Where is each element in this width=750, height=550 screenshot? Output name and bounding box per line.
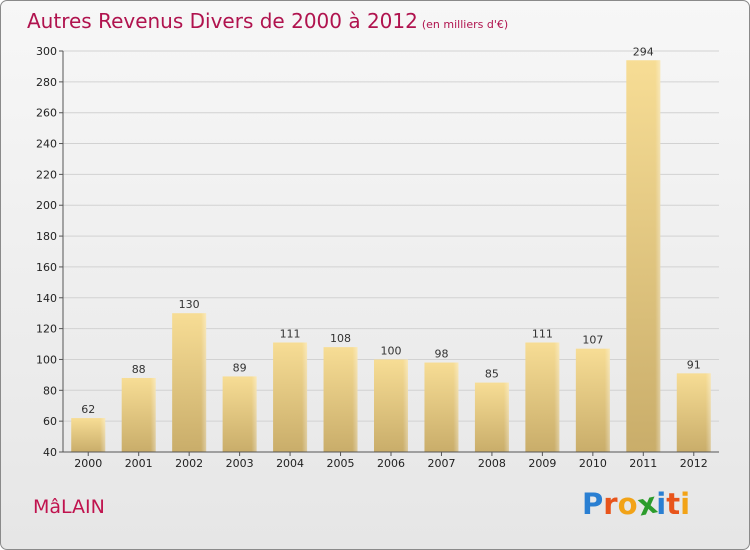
bar-highlight [121,377,156,452]
bar-value-label: 91 [687,358,701,371]
y-tick-label: 80 [43,384,57,397]
bar-value-label: 294 [633,45,654,58]
bar-value-label: 107 [582,334,603,347]
bar-highlight [374,359,408,452]
y-tick-label: 140 [36,292,57,305]
y-tick-label: 60 [43,415,57,428]
y-tick-label: 240 [36,138,57,151]
x-tick-label: 2008 [478,457,506,470]
commune-name: MâLAIN [33,496,105,518]
logo-letter: P [582,487,604,521]
y-tick-label: 160 [36,261,57,274]
y-tick-label: 220 [36,168,57,181]
bar-value-label: 89 [233,361,247,374]
x-axis: 2000 2001 2002 2003 2004 2005 2006 2007 2008 2009… [63,451,719,470]
bar-value-label: 108 [330,332,351,345]
y-tick-label: 40 [43,446,57,459]
bar-value-label: 111 [280,327,301,340]
bar-highlight [273,342,308,452]
bar-value-label: 88 [132,363,146,376]
logo-letter: i [656,487,667,521]
x-tick-label: 2011 [629,457,657,470]
logo-letter: r [603,487,618,521]
bar-value-label: 111 [532,327,553,340]
logo-letter: o [617,487,638,521]
bar-value-label: 130 [179,298,200,311]
bars-group: 62 88 130 89 111 108 100 98 85 111 107 294 91 [71,45,711,452]
logo-letter: i [680,487,691,521]
x-tick-label: 2006 [377,457,405,470]
y-tick-label: 300 [36,45,57,58]
bar-highlight [424,362,459,452]
bar-value-label: 100 [381,344,402,357]
bar-highlight [474,382,509,452]
x-tick-label: 2010 [579,457,607,470]
x-tick-label: 2012 [680,457,708,470]
title-text: Autres Revenus Divers de 2000 à 2012 [27,9,418,33]
y-tick-label: 120 [36,323,57,336]
logo-letter: t [666,487,681,521]
x-tick-label: 2005 [327,457,355,470]
x-tick-label: 2003 [226,457,254,470]
x-tick-label: 2000 [74,457,102,470]
chart-title: Autres Revenus Divers de 2000 à 2012 (en … [27,9,508,33]
x-tick-label: 2007 [427,457,455,470]
y-tick-label: 260 [36,107,57,120]
bar-highlight [676,373,711,452]
bar-value-label: 85 [485,368,499,381]
chart-subtitle: (en milliers d'€) [421,18,509,31]
y-tick-label: 180 [36,230,57,243]
bar-value-label: 98 [434,348,448,361]
bar-highlight [323,347,358,452]
bar-highlight [525,342,560,452]
x-tick-label: 2004 [276,457,304,470]
proxiti-logo: Proxiti [582,485,691,522]
y-tick-label: 100 [36,353,57,366]
y-tick-label: 280 [36,76,57,89]
y-tick-label: 200 [36,199,57,212]
y-axis: 40 60 80 100 120 140 160 180 200 220 240 260 280 300 [36,45,64,459]
x-tick-label: 2001 [125,457,153,470]
bar-highlight [71,418,106,452]
bar-highlight [626,60,661,452]
x-tick-label: 2002 [175,457,203,470]
x-tick-label: 2009 [528,457,556,470]
bar-value-label: 62 [81,403,95,416]
bar-highlight [222,376,257,452]
bar-highlight [575,348,610,452]
bar-highlight [172,313,207,452]
